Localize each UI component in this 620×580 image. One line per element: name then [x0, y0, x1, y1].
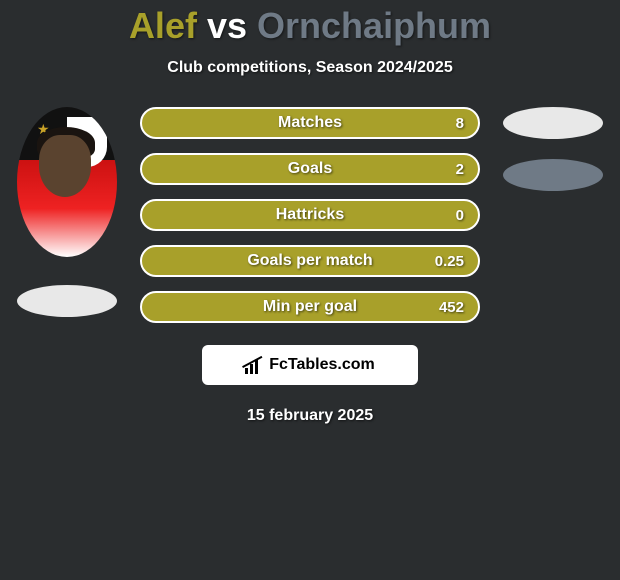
title-player2: Ornchaiphum — [257, 5, 491, 46]
branding-badge: FcTables.com — [202, 345, 418, 385]
stats-column: Matches 8 Goals 2 Hattricks 0 Goals per match 0… — [140, 107, 480, 323]
date-line: 15 february 2025 — [0, 407, 620, 425]
stat-label: Goals — [288, 160, 332, 178]
stat-value-right: 2 — [456, 161, 464, 178]
stat-label: Hattricks — [276, 206, 344, 224]
stat-pill: Matches 8 — [140, 107, 480, 139]
player1-column: ★ — [12, 107, 122, 317]
stat-label: Goals per match — [247, 252, 372, 270]
title-player1: Alef — [129, 5, 197, 46]
title-vs: vs — [207, 5, 247, 46]
stat-value-right: 452 — [439, 299, 464, 316]
stat-label: Min per goal — [263, 298, 357, 316]
stat-pill: Hattricks 0 — [140, 199, 480, 231]
stat-pill: Min per goal 452 — [140, 291, 480, 323]
avatar-illustration: ★ — [17, 107, 117, 257]
infographic-root: Alef vs Ornchaiphum Club competitions, S… — [0, 0, 620, 425]
player2-column — [498, 107, 608, 191]
stat-label: Matches — [278, 114, 342, 132]
stat-value-right: 0.25 — [435, 253, 464, 270]
subtitle: Club competitions, Season 2024/2025 — [0, 59, 620, 77]
main-row: ★ Matches 8 Goals 2 Hattricks 0 Goals per matc… — [0, 107, 620, 323]
player2-pill-2 — [503, 159, 603, 191]
stat-value-right: 8 — [456, 115, 464, 132]
branding-text: FcTables.com — [269, 356, 375, 374]
stat-value-right: 0 — [456, 207, 464, 224]
player1-avatar: ★ — [17, 107, 117, 257]
player1-flag-oval — [17, 285, 117, 317]
player2-pill-1 — [503, 107, 603, 139]
page-title: Alef vs Ornchaiphum — [0, 5, 620, 47]
bar-chart-icon — [245, 356, 263, 374]
stat-pill: Goals per match 0.25 — [140, 245, 480, 277]
stat-pill: Goals 2 — [140, 153, 480, 185]
